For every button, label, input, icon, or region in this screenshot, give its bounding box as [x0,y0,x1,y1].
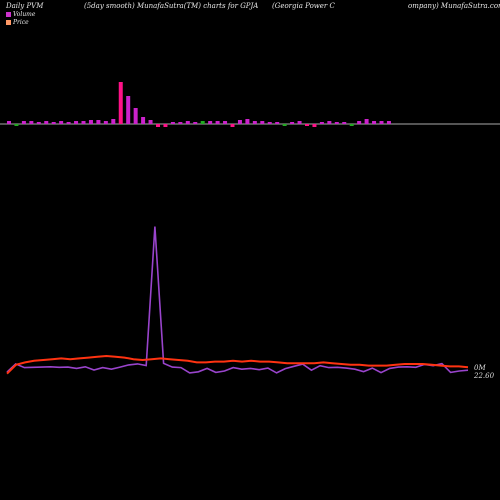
legend-price-swatch [6,20,11,25]
volume-bar [118,82,123,124]
volume-bar [88,120,93,124]
price-axis-label: 22.60 [473,372,495,380]
volume-bar [334,122,339,124]
volume-bar [245,119,250,124]
legend-volume: Volume [6,11,35,18]
volume-bar [200,121,205,124]
chart-title-part2: (5day smooth) MunafaSutra(TM) charts for… [84,2,259,10]
legend-price: Price [6,19,29,26]
volume-bar [66,122,71,124]
volume-bar [36,122,41,124]
volume-bar [260,121,265,124]
volume-bar [237,120,242,124]
volume-bar [319,122,324,124]
legend-volume-swatch [6,12,11,17]
volume-bar [312,124,317,127]
volume-bar [59,121,64,124]
chart-title-part4: ompany) MunafaSutra.com [408,2,500,10]
volume-bar [81,121,86,124]
volume-bar [74,121,79,124]
volume-bar [208,121,213,124]
volume-bar [29,121,34,124]
volume-bar [372,121,377,124]
volume-bar [290,122,295,124]
volume-bar [51,122,56,124]
volume-line [6,226,469,374]
volume-bar [7,121,11,124]
volume-bar [163,124,168,127]
volume-bar [103,121,108,124]
volume-bar [141,117,146,124]
volume-bar [96,120,101,124]
volume-bar [148,120,153,124]
volume-bar [170,122,175,124]
legend-price-label: Price [13,19,29,26]
volume-bar [275,122,280,124]
volume-bar [386,121,391,124]
volume-bar [178,122,183,124]
volume-bar [342,122,347,124]
volume-bar [327,121,332,124]
volume-bar [133,108,138,124]
volume-bar [252,121,257,124]
volume-bar [111,119,116,124]
volume-bar [14,124,19,126]
volume-bar [305,124,309,126]
chart-title-part3: (Georgia Power C [272,2,335,10]
volume-bar [223,121,228,124]
volume-bar [364,119,369,124]
volume-bar [230,124,235,127]
volume-bar [282,124,287,126]
volume-bar [156,124,160,127]
volume-bar [349,124,354,126]
volume-bar [193,122,198,124]
chart-title-part1: Daily PVM [6,2,44,10]
volume-bar [126,96,131,124]
volume-bar [215,121,220,124]
price-line [6,354,469,375]
volume-axis-label: 0M [474,364,486,372]
volume-bar [379,121,384,124]
volume-bar [185,121,190,124]
legend-volume-label: Volume [13,11,36,18]
volume-bar [357,121,362,124]
volume-bar [21,121,26,124]
volume-bar [297,121,302,124]
volume-bar [44,121,49,124]
volume-bar [267,122,272,124]
